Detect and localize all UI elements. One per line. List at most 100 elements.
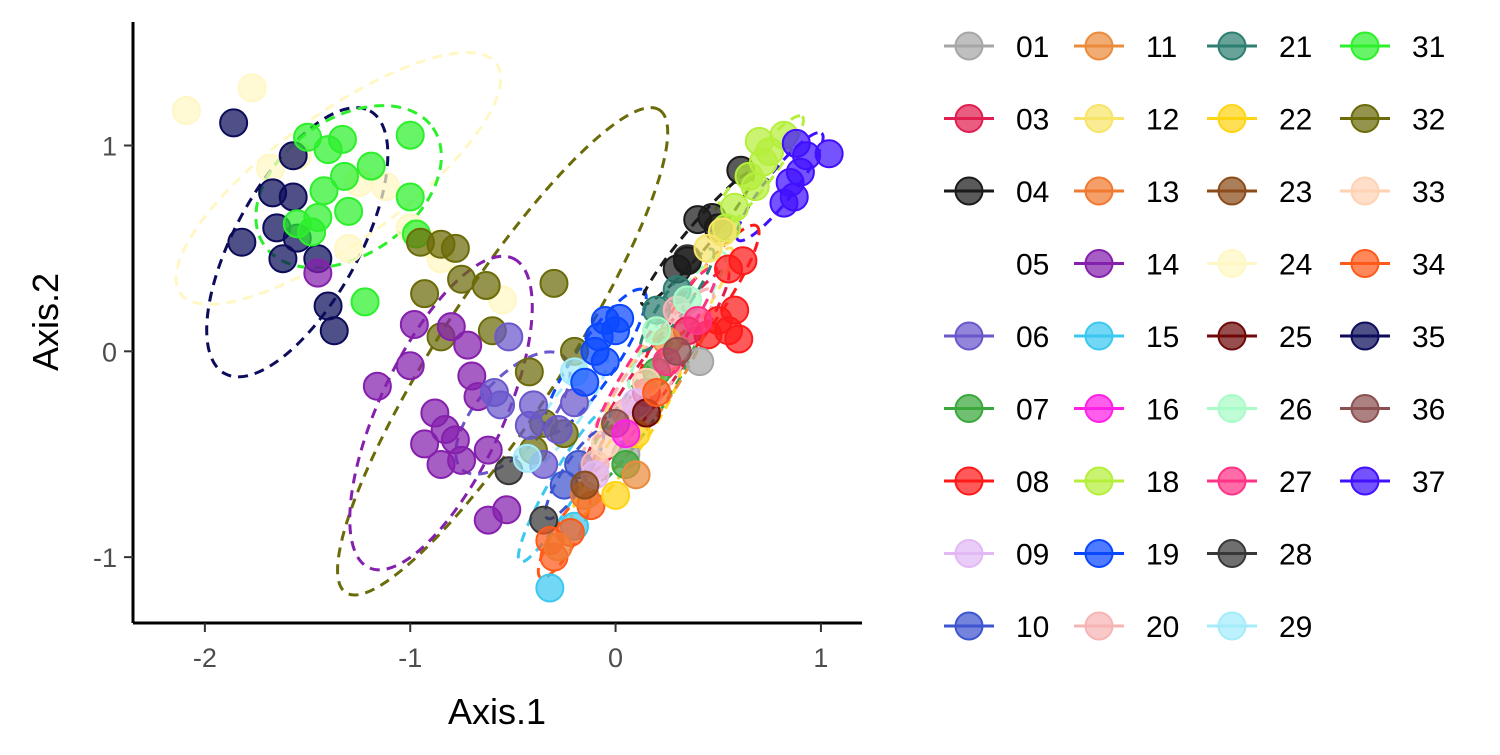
legend-item-05: 05 [1016, 249, 1049, 282]
x-tick-label: 0 [608, 643, 623, 673]
legend-item-20: 20 [1074, 611, 1179, 644]
y-tick-label: 0 [102, 337, 117, 367]
legend-label: 29 [1279, 611, 1312, 644]
data-point-35 [319, 316, 349, 346]
legend-item-14: 14 [1074, 249, 1179, 282]
data-point-32 [410, 279, 440, 309]
legend-label: 06 [1016, 321, 1049, 354]
legend-item-13: 13 [1074, 176, 1179, 209]
data-point-31 [356, 151, 386, 181]
legend-label: 25 [1279, 321, 1312, 354]
data-point-35 [278, 182, 308, 212]
x-axis-label: Axis.1 [448, 691, 546, 732]
legend-item-10: 10 [944, 611, 1049, 644]
data-point-31 [395, 120, 425, 150]
legend-label: 13 [1146, 176, 1179, 209]
x-tick-label: -2 [193, 643, 217, 673]
x-tick-label: -1 [398, 643, 422, 673]
legend-label: 33 [1412, 176, 1445, 209]
legend-item-12: 12 [1074, 104, 1179, 137]
legend-label: 22 [1279, 104, 1312, 137]
legend-label: 37 [1412, 466, 1445, 499]
legend-item-06: 06 [944, 321, 1049, 354]
data-point-14 [447, 445, 477, 475]
legend-label: 12 [1146, 104, 1179, 137]
data-point-14 [473, 435, 503, 465]
legend-label: 31 [1412, 31, 1445, 64]
data-point-32 [514, 357, 544, 387]
legend-swatch [1217, 466, 1247, 496]
legend-swatch [1350, 321, 1380, 351]
legend-label: 14 [1146, 249, 1179, 282]
legend-item-34: 34 [1340, 249, 1445, 282]
legend-item-36: 36 [1340, 394, 1445, 427]
y-tick-label: 1 [102, 131, 117, 161]
legend-label: 20 [1146, 611, 1179, 644]
legend-swatch [1350, 394, 1380, 423]
data-point-14 [473, 505, 503, 535]
data-point-12 [693, 233, 723, 263]
axes-layer: -2 -1 0 1 -1 0 1 Axis.1 Axis.2 [25, 22, 862, 732]
y-axis-label: Axis.2 [25, 273, 66, 371]
data-point-19 [570, 367, 600, 397]
data-point-14 [410, 429, 440, 459]
legend-swatch [1350, 176, 1380, 206]
legend-item-23: 23 [1207, 176, 1312, 209]
data-point-32 [447, 264, 477, 294]
legend-item-25: 25 [1207, 321, 1312, 354]
legend-item-27: 27 [1207, 466, 1312, 499]
legend-item-32: 32 [1340, 104, 1445, 137]
legend-swatch [1350, 104, 1380, 133]
data-point-35 [268, 244, 298, 274]
data-point-35 [219, 108, 249, 138]
data-point-18 [740, 172, 770, 202]
legend-item-15: 15 [1074, 321, 1179, 354]
legend-label: 03 [1016, 104, 1049, 137]
legend-item-07: 07 [944, 394, 1049, 427]
y-tick-label: -1 [93, 543, 117, 573]
legend-label: 24 [1279, 249, 1312, 282]
legend-label: 16 [1146, 394, 1179, 427]
legend-swatch [1084, 176, 1114, 206]
data-point-31 [334, 196, 364, 226]
legend-label: 18 [1146, 466, 1179, 499]
legend-swatch [1084, 611, 1114, 641]
legend-swatch [1217, 321, 1247, 351]
data-point-24 [371, 172, 401, 202]
legend-label: 08 [1016, 466, 1049, 499]
data-point-11 [621, 460, 651, 490]
data-point-22 [601, 480, 631, 510]
data-point-31 [330, 161, 360, 191]
legend-label: 05 [1016, 249, 1049, 282]
data-point-32 [440, 233, 470, 263]
data-point-14 [399, 310, 429, 340]
legend-label: 36 [1412, 394, 1445, 427]
legend-item-29: 29 [1207, 611, 1312, 644]
legend-item-37: 37 [1340, 466, 1445, 499]
data-point-31 [395, 182, 425, 212]
legend-swatch [1217, 611, 1247, 641]
data-point-06 [518, 390, 548, 420]
data-point-08 [724, 324, 754, 354]
data-point-26 [642, 316, 672, 346]
data-point-24 [237, 73, 267, 103]
data-point-24 [171, 96, 201, 126]
legend-label: 11 [1146, 31, 1177, 64]
data-point-31 [297, 217, 327, 247]
point-layer [171, 73, 844, 603]
legend-label: 19 [1146, 539, 1179, 572]
legend-item-01: 01 [944, 31, 1049, 64]
legend-item-35: 35 [1340, 321, 1445, 354]
legend-swatch [1217, 394, 1247, 423]
legend-item-09: 09 [944, 539, 1049, 572]
data-point-34 [642, 377, 672, 407]
legend-item-31: 31 [1340, 31, 1445, 64]
legend-swatch [1084, 394, 1114, 423]
legend-item-11: 11 [1074, 31, 1177, 64]
data-point-29 [512, 443, 542, 473]
data-point-27 [683, 305, 713, 335]
data-point-35 [227, 227, 257, 257]
legend-swatch [1084, 31, 1114, 61]
legend-label: 01 [1016, 31, 1049, 64]
